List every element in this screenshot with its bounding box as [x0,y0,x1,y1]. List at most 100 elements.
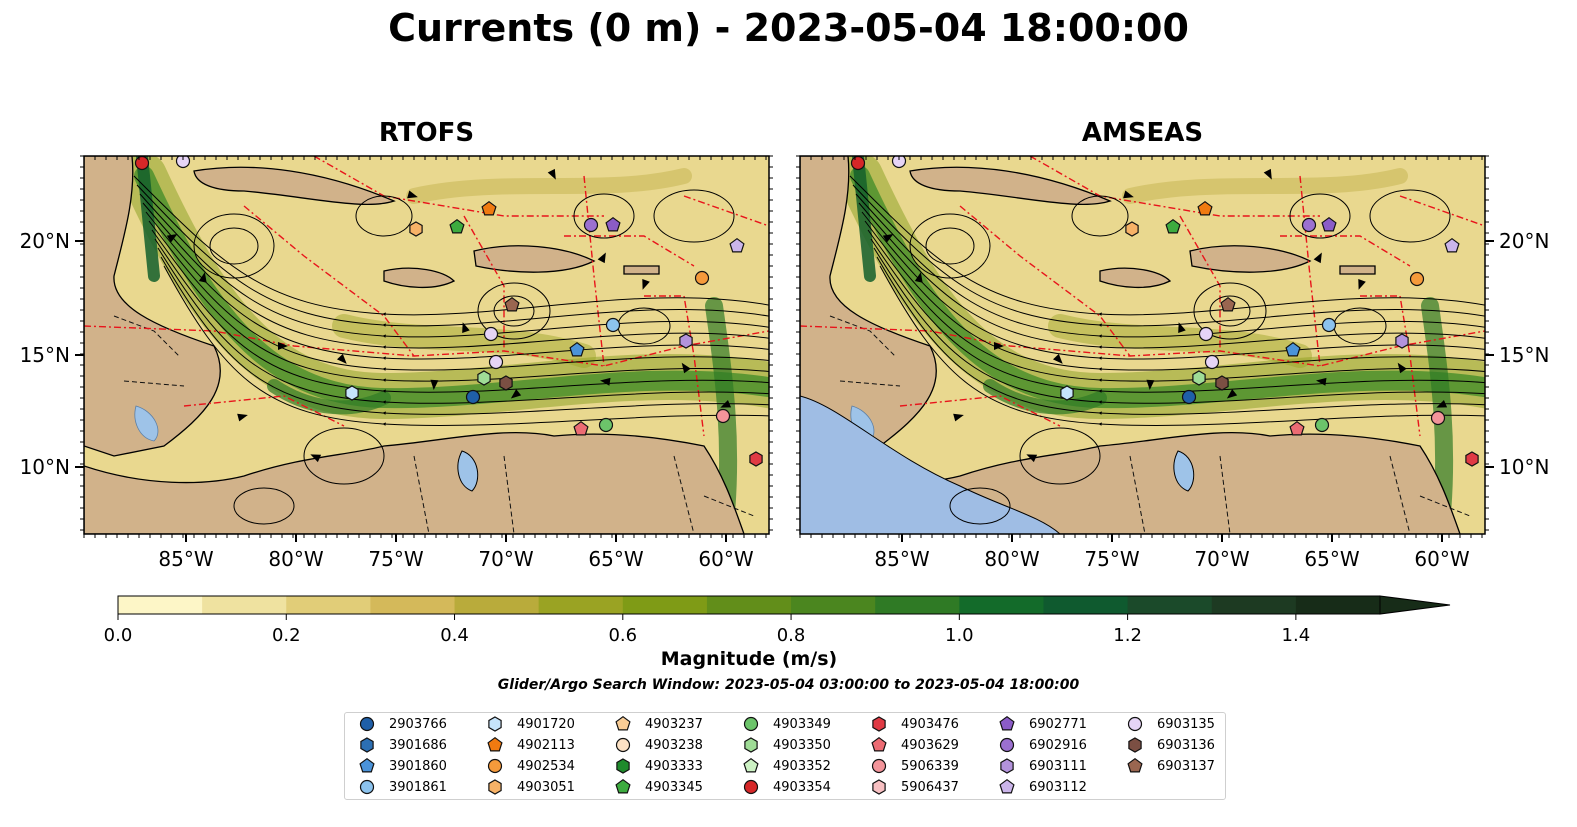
lon-tick-label: 70°W [1194,547,1249,571]
pentagon-icon [615,715,631,731]
float-marker-6903135 [1198,326,1214,342]
panel-title-amseas: AMSEAS [1081,118,1204,148]
hexagon-icon [1128,737,1142,753]
cuba-land [193,166,396,206]
lat-tick-label: 15°N [20,343,70,367]
colorbar-swatch [370,596,456,614]
hexagon-icon [488,716,502,732]
legend-label: 4901720 [517,716,575,732]
colorbar-tick-label: 1.4 [1282,625,1311,646]
legend-label: 4903352 [773,758,831,774]
lon-tick-label: 80°W [268,547,323,571]
legend-label: 6903135 [1157,716,1215,732]
float-marker-4902113 [481,200,497,216]
colorbar-swatch [959,596,1044,614]
lake-nicaragua [134,405,159,442]
lon-tick-label: 70°W [478,547,533,571]
float-marker-4901720 [1060,385,1074,401]
search-window-text: Glider/Argo Search Window: 2023-05-04 03… [497,677,1080,693]
circle-icon [871,758,887,774]
circle-icon [999,737,1015,753]
circle-icon [615,737,631,753]
colorbar-swatch [118,596,203,614]
map-frame [83,155,770,535]
legend-label: 2903766 [389,716,447,732]
colorbar-tick-label: 0.8 [777,625,806,646]
lat-tick-label: 10°N [20,455,70,479]
legend-item-4903349: 4903349 [741,714,831,734]
central-america-land [800,156,937,457]
circle-icon [1127,716,1143,732]
float-marker-6903135 [175,156,191,169]
legend-item-2903766: 2903766 [357,714,447,734]
hexagon-icon [488,779,502,795]
lon-tick-label: 80°W [984,547,1039,571]
pentagon-icon [871,736,887,752]
colorbar-swatch [706,596,792,614]
legend-label: 6903111 [1029,758,1087,774]
colorbar-swatch [791,596,876,614]
float-legend: 2903766 3901686 3901860 3901861 4901720 49021… [344,712,1226,800]
pentagon-icon [487,736,503,752]
lat-tick-label: 20°N [1499,229,1549,253]
colorbar-swatch [622,596,708,614]
float-marker-6903135 [488,354,504,370]
float-marker-6903136 [499,375,513,391]
float-marker-4903629 [1289,420,1305,436]
pacific-ocean [800,395,1061,534]
colorbar-swatch [286,596,371,614]
lon-tick-label: 65°W [588,547,643,571]
lake-maracaibo [1173,450,1195,492]
circle-icon [743,779,759,795]
legend-item-6903111: 6903111 [997,756,1087,776]
colorbar-tick-label: 0.4 [440,625,469,646]
pentagon-icon [1127,757,1143,773]
float-marker-4903345 [449,218,465,234]
colorbar-tick-label: 0.0 [104,625,133,646]
colorbar-tick-label: 1.0 [945,625,974,646]
legend-label: 4903476 [901,716,959,732]
hispaniola-land [1189,245,1312,273]
legend-label: 6902771 [1029,716,1087,732]
float-marker-4902534 [1409,271,1425,287]
legend-item-4902113: 4902113 [485,735,575,755]
lon-tick-label: 75°W [1084,547,1139,571]
float-marker-6903137 [1220,296,1236,312]
legend-item-4901720: 4901720 [485,714,575,734]
south-america-land [84,432,745,534]
circle-icon [359,716,375,732]
float-marker-4901720 [345,385,359,401]
puerto-rico-land [623,265,660,275]
legend-item-4903345: 4903345 [613,777,703,797]
circle-icon [743,716,759,732]
legend-label: 5906339 [901,758,959,774]
legend-label: 4903238 [645,737,703,753]
hexagon-icon [1000,758,1014,774]
float-marker-6903137 [504,296,520,312]
legend-item-6903135: 6903135 [1125,714,1215,734]
legend-label: 6903112 [1029,779,1087,795]
float-marker-4902113 [1197,200,1213,216]
jamaica-land [383,267,456,289]
legend-item-4903354: 4903354 [741,777,831,797]
puerto-rico-land [1339,265,1376,275]
float-marker-4903476 [1465,451,1479,467]
central-america-land [84,156,221,457]
lon-tick-label: 60°W [1414,547,1469,571]
figure-title: Currents (0 m) - 2023-05-04 18:00:00 [388,6,1189,50]
float-marker-4902534 [694,270,710,286]
legend-label: 6903136 [1157,737,1215,753]
float-marker-6903135 [891,156,907,169]
legend-item-6903112: 6903112 [997,777,1087,797]
legend-label: 5906437 [901,779,959,795]
lon-tick-label: 75°W [368,547,423,571]
legend-item-5906437: 5906437 [869,777,959,797]
float-marker-4903051 [1125,221,1139,237]
legend-item-3901861: 3901861 [357,777,447,797]
lat-tick-label: 15°N [1499,343,1549,367]
float-marker-4903629 [573,420,589,436]
legend-item-4903238: 4903238 [613,735,703,755]
hexagon-icon [616,758,630,774]
float-marker-4903349 [1314,417,1330,433]
float-marker-4903476 [749,451,763,467]
